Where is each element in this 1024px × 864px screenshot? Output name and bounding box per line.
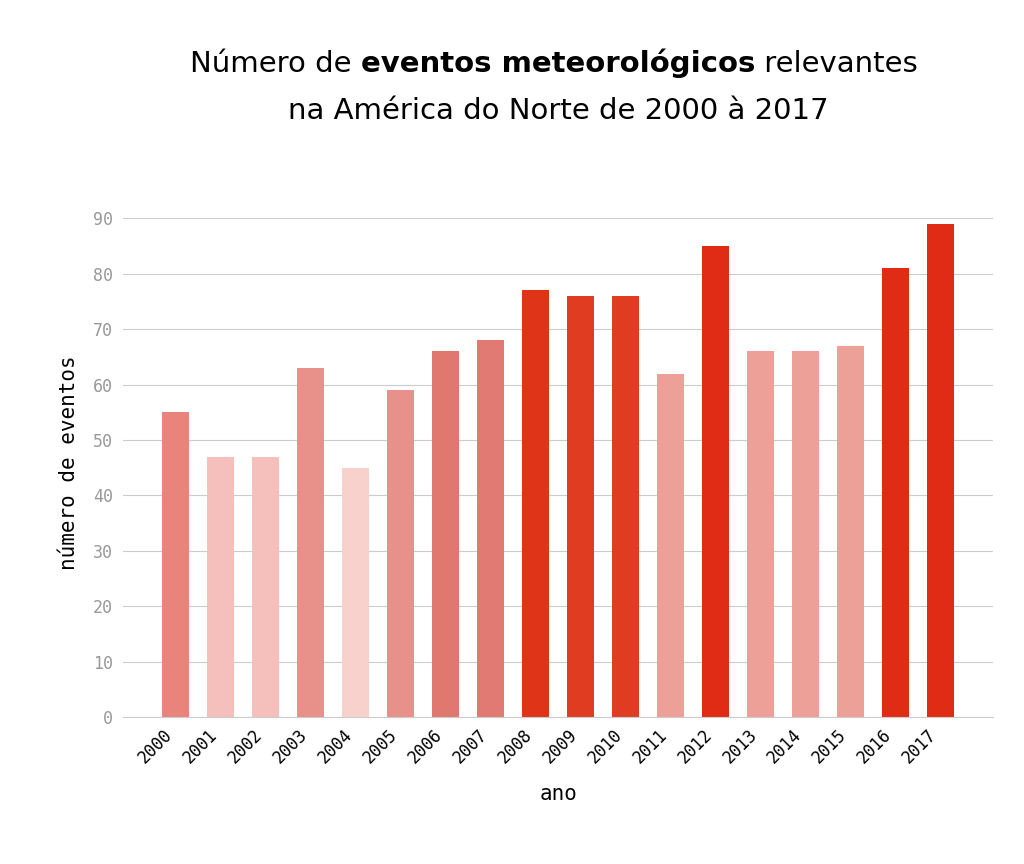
Bar [208,457,234,717]
Text: na América do Norte de 2000 à 2017: na América do Norte de 2000 à 2017 [288,98,828,125]
Text: relevantes: relevantes [756,50,919,78]
Bar [163,412,189,717]
Bar [837,346,864,717]
Bar [477,340,504,717]
Bar [297,368,325,717]
Text: Número de: Número de [190,50,360,78]
Bar [567,296,594,717]
Bar [927,224,953,717]
Bar [342,467,370,717]
X-axis label: ano: ano [540,784,577,804]
Bar [657,373,684,717]
Bar [701,246,729,717]
Bar [746,352,774,717]
Bar [612,296,639,717]
Bar [252,457,280,717]
Bar [882,269,908,717]
Y-axis label: número de eventos: número de eventos [59,355,79,569]
Bar [792,352,819,717]
Bar [522,290,549,717]
Bar [387,391,415,717]
Bar [432,352,459,717]
Text: eventos meteorológicos: eventos meteorológicos [360,48,756,78]
